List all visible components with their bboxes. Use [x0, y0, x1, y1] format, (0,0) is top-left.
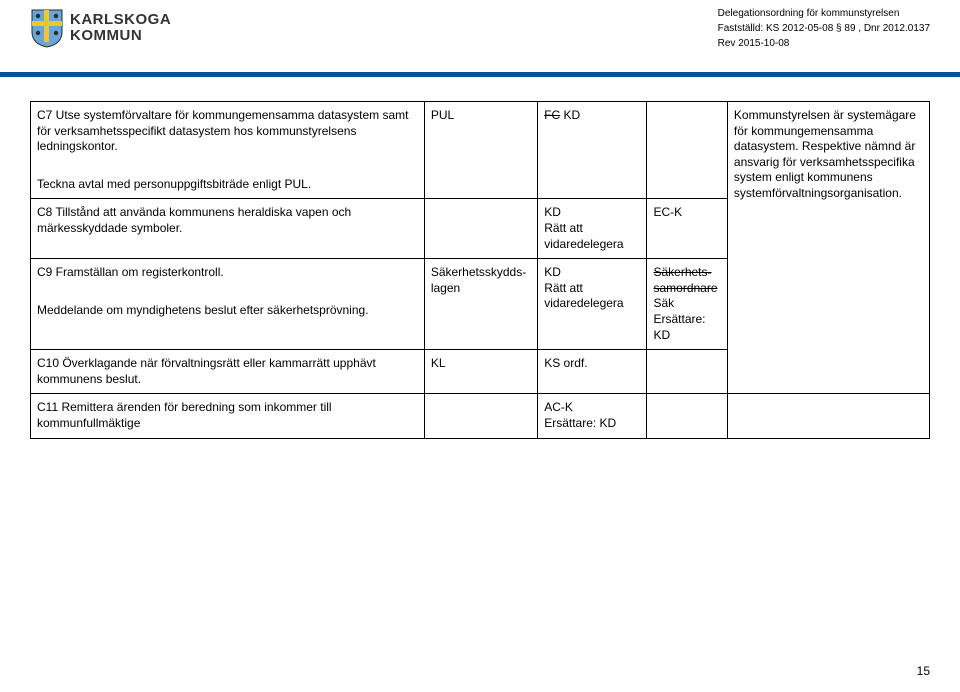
spacer	[37, 155, 418, 177]
text: C9 Framställan om registerkontroll.	[37, 265, 418, 281]
header-meta: Delegationsordning för kommunstyrelsen F…	[718, 6, 930, 51]
text: C7 Utse systemförvaltare för kommungemen…	[37, 108, 418, 155]
table-row: C11 Remittera ärenden för beredning som …	[31, 394, 930, 438]
cell-law	[424, 199, 537, 259]
cell-replace: Säkerhets­sam­ordnare Säk Ersättare: KD	[647, 259, 727, 350]
karlskoga-shield-icon	[30, 8, 64, 48]
cell-note	[727, 394, 929, 438]
org-name-line1: KARLSKOGA	[70, 12, 171, 28]
org-name-line2: KOMMUN	[70, 28, 171, 44]
table-row: C7 Utse systemförvaltare för kommungemen…	[31, 102, 930, 199]
cell-delegate: FC KD	[538, 102, 647, 199]
cell-law: KL	[424, 350, 537, 394]
text: Teckna avtal med personuppgiftsbiträde e…	[37, 177, 418, 193]
text: Rätt att vidaredelegera	[544, 281, 640, 312]
org-name: KARLSKOGA KOMMUN	[70, 12, 171, 44]
text: KD	[544, 265, 640, 281]
struck-text: Säkerhets­sam­ordnare	[653, 265, 720, 296]
text: Ersättare: KD	[544, 416, 640, 432]
spacer	[37, 281, 418, 303]
cell-delegate: KD Rätt att vidaredelegera	[538, 259, 647, 350]
page-header: KARLSKOGA KOMMUN Delegationsordning för …	[0, 0, 960, 68]
cell-delegate: KS ordf.	[538, 350, 647, 394]
text: Ersättare: KD	[653, 312, 720, 343]
text: Rätt att vidaredelegera	[544, 221, 640, 252]
cell-subject: C10 Överklagande när förvaltningsrätt el…	[31, 350, 425, 394]
cell-law	[424, 394, 537, 438]
cell-replace	[647, 102, 727, 199]
cell-subject: C9 Framställan om registerkontroll. Medd…	[31, 259, 425, 350]
cell-replace	[647, 350, 727, 394]
delegation-table: C7 Utse systemförvaltare för kommungemen…	[30, 101, 930, 439]
cell-subject: C7 Utse systemförvaltare för kommungemen…	[31, 102, 425, 199]
cell-subject: C8 Tillstånd att använda kommunens heral…	[31, 199, 425, 259]
text: Meddelande om myndighetens beslut efter …	[37, 303, 418, 319]
cell-replace: EC-K	[647, 199, 727, 259]
text: KD	[560, 108, 580, 122]
page-number: 15	[917, 664, 930, 678]
content-area: C7 Utse systemförvaltare för kommungemen…	[0, 77, 960, 439]
cell-delegate: KD Rätt att vidaredelegera	[538, 199, 647, 259]
cell-law: PUL	[424, 102, 537, 199]
header-meta-fastställd: Fastställd: KS 2012-05-08 § 89 , Dnr 201…	[718, 21, 930, 36]
text: AC-K	[544, 400, 640, 416]
cell-replace	[647, 394, 727, 438]
text: Säk	[653, 296, 720, 312]
cell-subject: C11 Remittera ärenden för beredning som …	[31, 394, 425, 438]
header-meta-title: Delegationsordning för kommunstyrelsen	[718, 6, 930, 21]
header-meta-rev: Rev 2015-10-08	[718, 36, 930, 51]
struck-text: FC	[544, 108, 560, 122]
cell-delegate: AC-K Ersättare: KD	[538, 394, 647, 438]
cell-note: Kommunstyrelsen är systemägare för kommu…	[727, 102, 929, 394]
cell-law: Säkerhetsskydds­lagen	[424, 259, 537, 350]
text: KD	[544, 205, 640, 221]
